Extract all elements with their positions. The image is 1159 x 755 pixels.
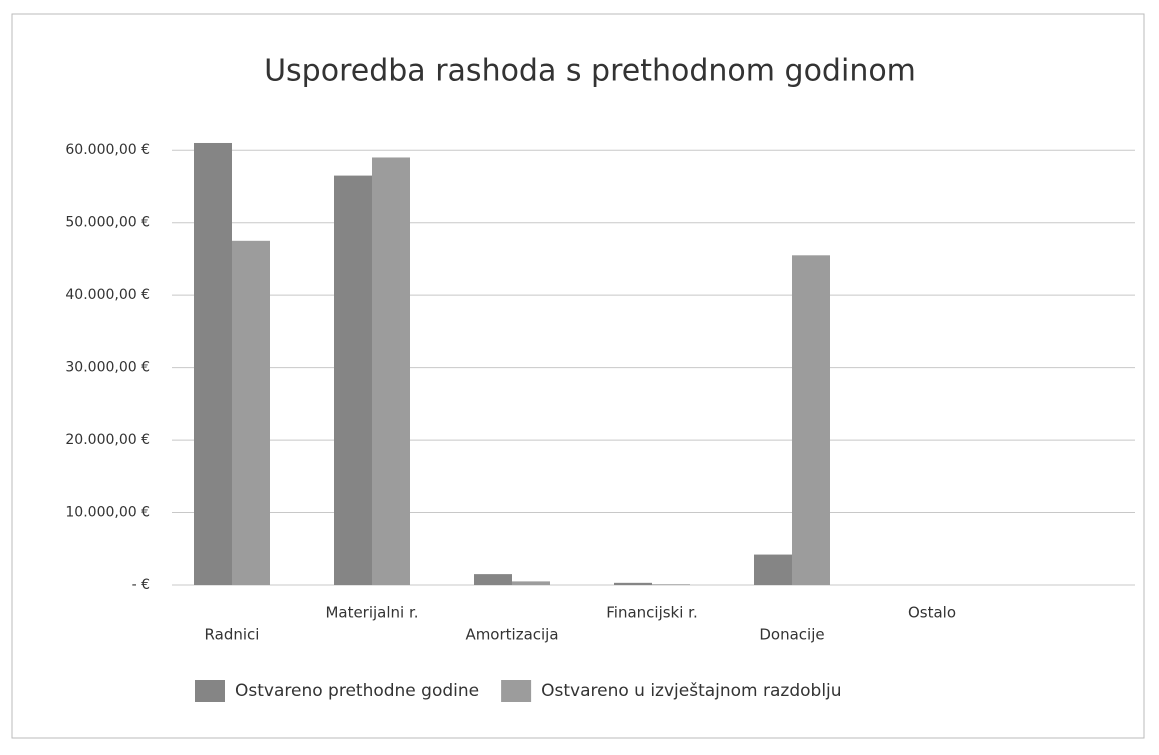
y-tick-label: 60.000,00 € [65, 142, 150, 158]
x-tick-label: Donacije [759, 626, 824, 644]
legend-label: Ostvareno u izvještajnom razdoblju [541, 681, 841, 701]
x-tick-label: Ostalo [908, 604, 956, 622]
bar [652, 584, 690, 585]
bar [372, 157, 410, 585]
bar [792, 255, 830, 586]
legend-label: Ostvareno prethodne godine [235, 681, 479, 701]
bar [754, 554, 792, 585]
bar [512, 581, 550, 585]
y-tick-label: 40.000,00 € [65, 287, 150, 303]
x-tick-label: Radnici [205, 626, 260, 644]
chart-frame [11, 13, 1145, 739]
chart-title: Usporedba rashoda s prethodnom godinom [264, 54, 916, 89]
x-tick-label: Materijalni r. [325, 604, 418, 622]
legend-swatch [501, 680, 532, 702]
y-tick-label: 50.000,00 € [65, 215, 150, 231]
bar [614, 582, 652, 585]
bar [232, 240, 270, 586]
legend-swatch [195, 680, 225, 702]
x-tick-label: Amortizacija [465, 626, 558, 644]
bar [194, 142, 232, 585]
bar [334, 175, 372, 586]
x-tick-label: Financijski r. [606, 604, 698, 622]
y-tick-label: 30.000,00 € [65, 360, 150, 376]
y-tick-label: 10.000,00 € [65, 505, 150, 521]
bar [474, 574, 512, 585]
y-tick-label: - € [132, 577, 150, 593]
y-tick-label: 20.000,00 € [65, 432, 150, 448]
